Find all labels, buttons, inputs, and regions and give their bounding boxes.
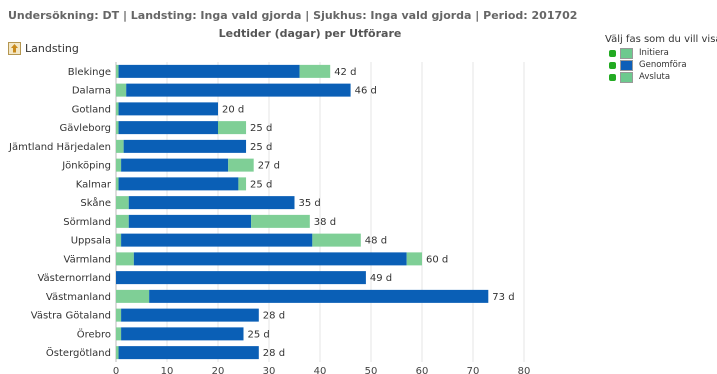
category-label: Värmland bbox=[64, 254, 111, 265]
bar-segment-initiera bbox=[116, 252, 134, 266]
category-label: Jönköping bbox=[61, 161, 111, 172]
category-label: Västmanland bbox=[46, 292, 111, 303]
bar-segment-avsluta bbox=[299, 64, 331, 78]
bar-segment-genomföra bbox=[118, 102, 218, 116]
bar-segment-genomföra bbox=[133, 252, 407, 266]
data-label: 35 d bbox=[299, 198, 321, 209]
bar-segment-genomföra bbox=[121, 308, 259, 322]
data-label: 28 d bbox=[263, 311, 285, 322]
bar-segment-initiera bbox=[116, 177, 119, 191]
category-label: Gotland bbox=[72, 104, 111, 115]
legend-title: Välj fas som du vill visa: bbox=[605, 34, 717, 45]
bar-segment-genomföra bbox=[126, 83, 351, 97]
bar-segment-initiera bbox=[116, 327, 122, 341]
category-label: Dalarna bbox=[72, 86, 111, 97]
data-label: 38 d bbox=[314, 217, 336, 228]
back-label: Landsting bbox=[25, 42, 79, 55]
data-label: 25 d bbox=[250, 179, 272, 190]
bar-segment-initiera bbox=[116, 64, 119, 78]
bar-segment-genomföra bbox=[121, 327, 244, 341]
x-tick-label: 50 bbox=[365, 366, 378, 374]
bar-segment-avsluta bbox=[312, 233, 361, 247]
x-tick-label: 30 bbox=[263, 366, 276, 374]
bar-segment-initiera bbox=[116, 158, 122, 172]
data-label: 46 d bbox=[355, 86, 377, 97]
legend-item-initiera[interactable]: Initiera bbox=[609, 47, 717, 59]
chart-title: Ledtider (dagar) per Utförare bbox=[218, 27, 402, 40]
back-to-landsting-button[interactable]: Landsting bbox=[8, 42, 79, 55]
category-label: Sörmland bbox=[63, 217, 111, 228]
category-label: Västernorrland bbox=[37, 273, 111, 284]
bar-segment-genomföra bbox=[118, 346, 259, 360]
bar-segment-genomföra bbox=[116, 271, 366, 285]
x-tick-label: 70 bbox=[467, 366, 480, 374]
bar-segment-genomföra bbox=[118, 177, 239, 191]
bar-segment-avsluta bbox=[218, 121, 247, 135]
bar-segment-avsluta bbox=[251, 214, 310, 228]
bar-segment-initiera bbox=[116, 102, 119, 116]
x-tick-label: 60 bbox=[416, 366, 429, 374]
category-label: Västra Götaland bbox=[31, 311, 111, 322]
legend-item-genomfora[interactable]: Genomföra bbox=[609, 59, 717, 71]
category-label: Skåne bbox=[80, 196, 111, 209]
checkbox-icon[interactable] bbox=[609, 61, 616, 69]
checkbox-icon[interactable] bbox=[609, 49, 616, 57]
legend-item-avsluta[interactable]: Avsluta bbox=[609, 71, 717, 83]
legend-swatch bbox=[620, 47, 633, 59]
bar-segment-genomföra bbox=[123, 139, 247, 153]
data-label: 42 d bbox=[334, 67, 356, 78]
bar-segment-initiera bbox=[116, 121, 119, 135]
data-label: 25 d bbox=[250, 123, 272, 134]
bar-segment-genomföra bbox=[121, 233, 313, 247]
bar-segment-avsluta bbox=[228, 158, 254, 172]
data-label: 25 d bbox=[248, 329, 270, 340]
bar-segment-genomföra bbox=[149, 289, 489, 303]
category-label: Jämtland Härjedalen bbox=[8, 142, 111, 153]
category-label: Östergötland bbox=[46, 346, 111, 359]
x-tick-label: 20 bbox=[212, 366, 225, 374]
bar-segment-avsluta bbox=[406, 252, 422, 266]
bar-segment-genomföra bbox=[128, 214, 252, 228]
category-label: Uppsala bbox=[71, 236, 111, 247]
data-label: 25 d bbox=[250, 142, 272, 153]
bar-segment-initiera bbox=[116, 346, 119, 360]
bar-segment-genomföra bbox=[128, 196, 295, 210]
bar-segment-initiera bbox=[116, 196, 129, 210]
bar-segment-initiera bbox=[116, 308, 122, 322]
legend-label: Avsluta bbox=[639, 72, 671, 82]
bar-segment-initiera bbox=[116, 83, 127, 97]
data-label: 48 d bbox=[365, 236, 387, 247]
bar-segment-initiera bbox=[116, 289, 150, 303]
phase-legend: Välj fas som du vill visa: Initiera Geno… bbox=[605, 34, 717, 83]
bar-segment-initiera bbox=[116, 139, 124, 153]
checkbox-icon[interactable] bbox=[609, 73, 616, 81]
category-label: Gävleborg bbox=[60, 123, 111, 134]
data-label: 60 d bbox=[426, 254, 448, 265]
bar-segment-genomföra bbox=[121, 158, 229, 172]
category-label: Örebro bbox=[77, 327, 111, 340]
bar-segment-initiera bbox=[116, 233, 122, 247]
x-tick-label: 10 bbox=[161, 366, 174, 374]
legend-swatch bbox=[620, 71, 633, 83]
legend-label: Genomföra bbox=[639, 60, 687, 70]
arrow-up-icon bbox=[8, 42, 21, 55]
data-label: 49 d bbox=[370, 273, 392, 284]
x-tick-label: 80 bbox=[518, 366, 531, 374]
category-label: Blekinge bbox=[68, 67, 111, 78]
legend-label: Initiera bbox=[639, 48, 669, 58]
bar-segment-genomföra bbox=[118, 121, 218, 135]
x-tick-label: 0 bbox=[113, 366, 119, 374]
legend-swatch bbox=[620, 59, 633, 71]
bar-segment-genomföra bbox=[118, 64, 300, 78]
data-label: 28 d bbox=[263, 348, 285, 359]
data-label: 73 d bbox=[492, 292, 514, 303]
data-label: 27 d bbox=[258, 161, 280, 172]
data-label: 20 d bbox=[222, 104, 244, 115]
bar-segment-initiera bbox=[116, 214, 129, 228]
bar-segment-avsluta bbox=[238, 177, 247, 191]
report-header: Undersökning: DT | Landsting: Inga vald … bbox=[8, 9, 578, 22]
x-tick-label: 40 bbox=[314, 366, 327, 374]
category-label: Kalmar bbox=[76, 179, 112, 190]
